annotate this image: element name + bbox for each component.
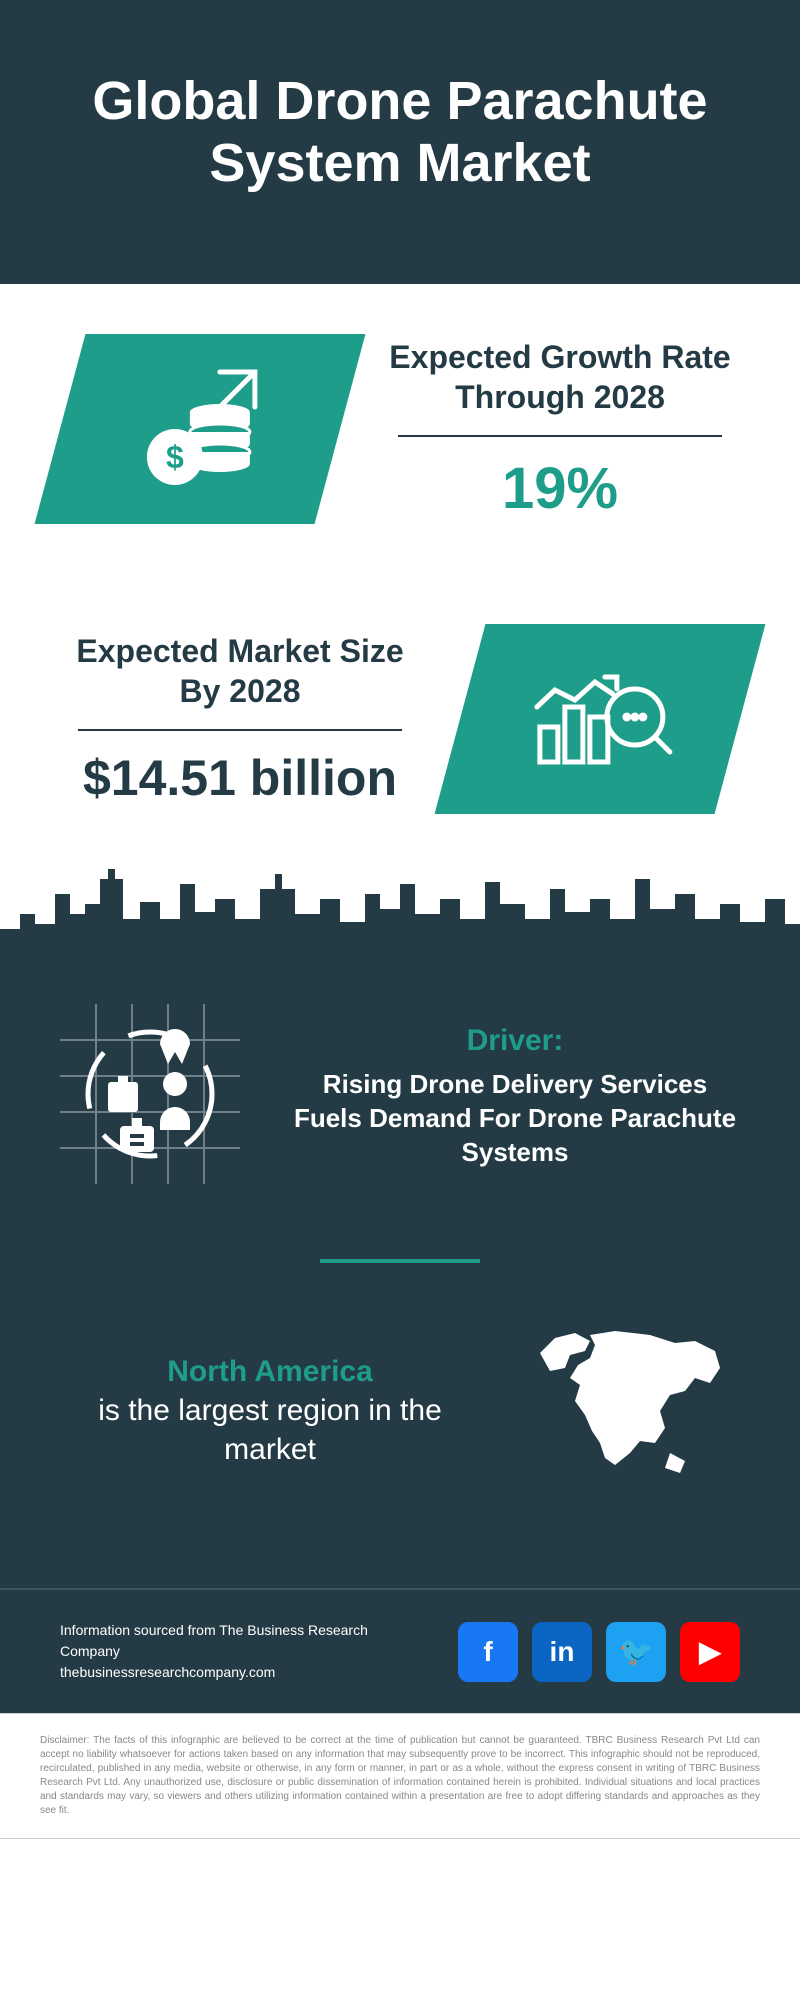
svg-text:$: $ [166,439,184,475]
divider [398,435,722,437]
growth-stat-label: Expected Growth Rate Through 2028 [380,337,740,435]
divider [78,729,402,731]
source-line-1: Information sourced from The Business Re… [60,1620,428,1662]
driver-title: Driver: [290,1024,740,1058]
money-growth-icon: $ [130,362,270,497]
driver-text-block: Driver: Rising Drone Delivery Services F… [290,1024,740,1169]
page-title: Global Drone Parachute System Market [60,70,740,194]
source-line-2: thebusinessresearchcompany.com [60,1662,428,1683]
teal-divider [320,1259,480,1263]
delivery-services-icon [60,1004,240,1189]
north-america-map-icon [520,1323,740,1498]
region-highlight: North America [60,1352,480,1391]
dark-info-section: Driver: Rising Drone Delivery Services F… [0,954,800,1588]
region-text: North America is the largest region in t… [60,1352,480,1469]
footer-bar: Information sourced from The Business Re… [0,1588,800,1713]
region-row: North America is the largest region in t… [60,1293,740,1538]
market-stat-label: Expected Market Size By 2028 [60,631,420,729]
market-stat-value: $14.51 billion [60,749,420,807]
stat-market-size-section: Expected Market Size By 2028 $14.51 bill… [0,574,800,864]
market-icon-panel [435,624,766,814]
chart-analysis-icon [525,652,675,787]
driver-row: Driver: Rising Drone Delivery Services F… [60,984,740,1229]
driver-body: Rising Drone Delivery Services Fuels Dem… [290,1068,740,1169]
header-banner: Global Drone Parachute System Market [0,0,800,284]
social-icons-row: fin🐦▶ [458,1622,740,1682]
linkedin-icon[interactable]: in [532,1622,592,1682]
market-stat-block: Expected Market Size By 2028 $14.51 bill… [60,631,420,807]
source-attribution: Information sourced from The Business Re… [60,1620,428,1683]
twitter-icon[interactable]: 🐦 [606,1622,666,1682]
region-rest: is the largest region in the market [98,1394,442,1466]
disclaimer-text: Disclaimer: The facts of this infographi… [0,1713,800,1839]
growth-stat-block: Expected Growth Rate Through 2028 19% [380,337,740,522]
youtube-icon[interactable]: ▶ [680,1622,740,1682]
growth-stat-value: 19% [380,455,740,522]
facebook-icon[interactable]: f [458,1622,518,1682]
growth-icon-panel: $ [35,334,366,524]
skyline-silhouette-icon [0,864,800,954]
stat-growth-rate-section: $ Expected Growth Rate Through 2028 19% [0,284,800,574]
